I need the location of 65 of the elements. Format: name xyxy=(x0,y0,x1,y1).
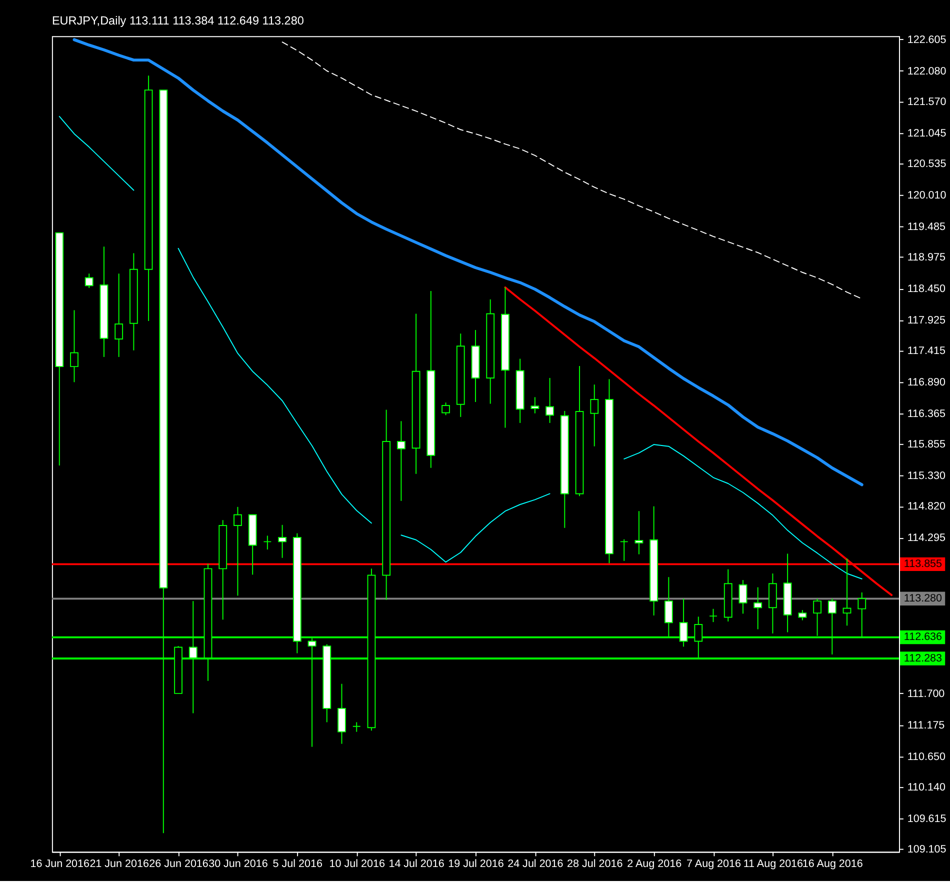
ref-line-label: 113.855 xyxy=(904,558,942,570)
candlestick xyxy=(754,586,762,630)
y-tick-label: 118.975 xyxy=(907,252,946,264)
line-series xyxy=(72,38,864,486)
y-tick-label: 122.080 xyxy=(907,65,946,78)
x-tick-label: 14 Jul 2016 xyxy=(388,858,444,870)
y-tick-label: 111.700 xyxy=(907,688,945,700)
ref-line-label: 113.280 xyxy=(904,592,942,605)
y-tick-label: 117.415 xyxy=(907,345,946,358)
candlestick xyxy=(709,608,718,623)
y-tick-label: 116.890 xyxy=(907,376,946,389)
x-tick-label: 2 Aug 2016 xyxy=(627,858,682,870)
candlestick xyxy=(546,377,554,424)
x-tick-label: 28 Jul 2016 xyxy=(567,858,623,870)
x-tick-label: 5 Jul 2016 xyxy=(272,858,322,870)
y-tick-label: 109.615 xyxy=(907,812,946,825)
candlestick xyxy=(234,506,242,596)
candlestick xyxy=(338,683,346,744)
y-tick-label: 118.450 xyxy=(907,283,946,296)
x-tick-label: 16 Jun 2016 xyxy=(30,858,90,870)
x-tick-label: 26 Jun 2016 xyxy=(149,858,208,870)
y-tick-label: 117.925 xyxy=(907,314,946,327)
x-tick-label: 24 Jul 2016 xyxy=(508,858,564,870)
ref-line-label: 112.636 xyxy=(904,631,942,644)
x-tick-label: 16 Aug 2016 xyxy=(802,858,863,870)
candlestick xyxy=(768,572,777,634)
y-tick-label: 114.295 xyxy=(907,532,946,544)
candlestick xyxy=(590,384,599,447)
x-tick-label: 19 Jul 2016 xyxy=(448,858,504,870)
candlestick xyxy=(278,524,287,558)
candlestick xyxy=(634,510,644,555)
y-tick-label: 114.820 xyxy=(907,500,946,513)
candlestick xyxy=(263,535,272,550)
y-tick-label: 111.175 xyxy=(907,719,945,732)
line-series xyxy=(282,42,862,300)
y-tick-label: 121.045 xyxy=(907,127,946,140)
x-tick-label: 21 Jun 2016 xyxy=(90,858,149,870)
candlestick xyxy=(70,310,78,383)
y-tick-label: 122.605 xyxy=(907,34,946,46)
y-tick-label: 120.535 xyxy=(907,158,946,170)
candlestick xyxy=(620,538,628,562)
x-tick-label: 30 Jun 2016 xyxy=(208,858,268,870)
y-tick-label: 115.330 xyxy=(907,470,946,482)
candlestick xyxy=(798,610,807,621)
y-tick-label: 110.140 xyxy=(907,781,946,794)
ref-line-label: 112.283 xyxy=(904,652,942,664)
x-tick-label: 7 Aug 2016 xyxy=(686,858,741,870)
candlestick xyxy=(396,420,406,502)
y-tick-label: 121.570 xyxy=(907,96,946,108)
x-tick-label: 10 Jul 2016 xyxy=(329,858,385,870)
y-tick-label: 120.010 xyxy=(907,189,946,202)
candlestick xyxy=(842,558,852,626)
candlestick xyxy=(442,402,450,416)
candlestick xyxy=(530,396,540,414)
candlestick xyxy=(738,580,748,614)
y-tick-label: 109.105 xyxy=(907,844,946,856)
candlestick xyxy=(352,722,361,732)
candlestick xyxy=(84,273,94,288)
y-tick-label: 115.855 xyxy=(907,438,946,451)
chart-title: EURJPY,Daily 113.111 113.384 112.649 113.280 xyxy=(52,14,304,28)
x-tick-label: 11 Aug 2016 xyxy=(743,858,804,870)
y-tick-label: 119.485 xyxy=(907,220,946,233)
y-tick-label: 116.365 xyxy=(907,408,946,420)
y-tick-label: 110.650 xyxy=(907,750,946,763)
candlestick xyxy=(114,273,124,358)
